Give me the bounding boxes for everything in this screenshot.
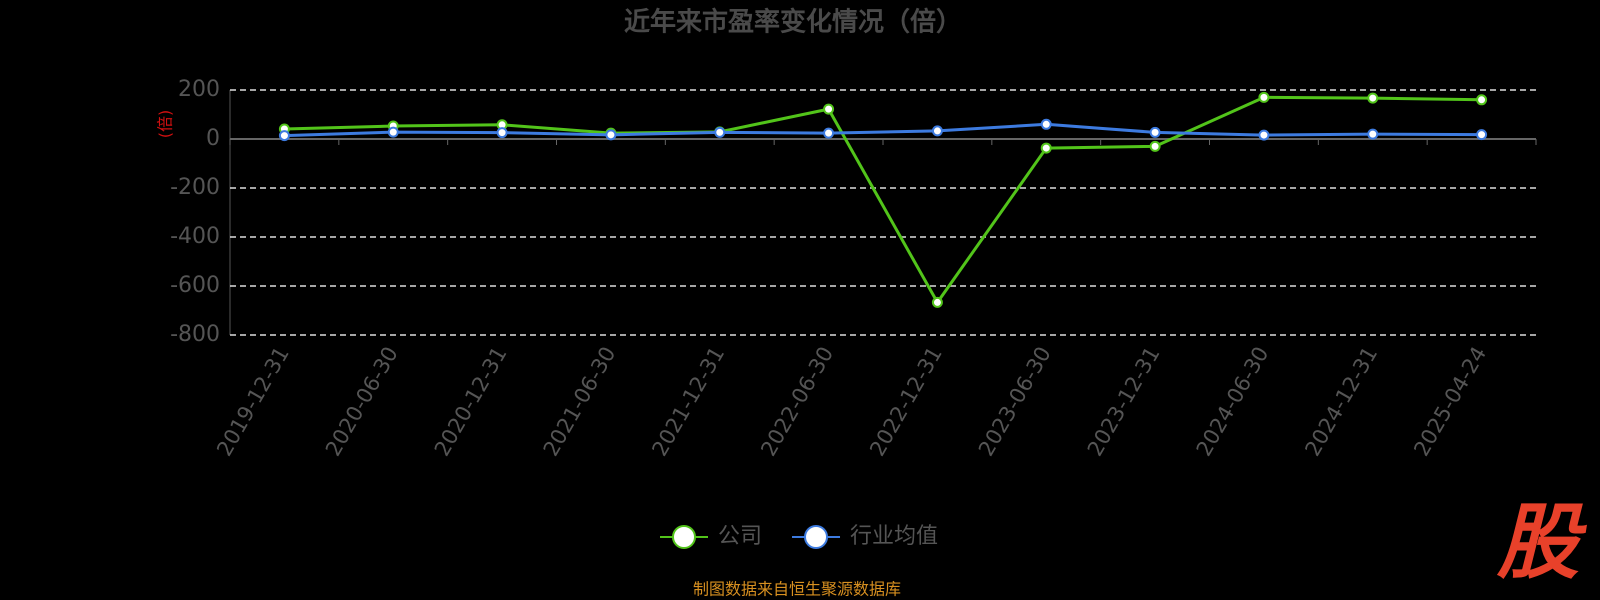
legend-marker (804, 525, 829, 549)
data-point (387, 126, 399, 138)
data-point (605, 129, 617, 141)
x-tick-label: 2025-04-24 (1409, 343, 1491, 461)
y-tick-label: 0 (206, 126, 220, 151)
logo: 股 (1496, 495, 1587, 590)
y-tick-label: -600 (170, 273, 220, 298)
y-tick-label: 200 (178, 77, 220, 102)
y-tick-label: -800 (170, 322, 220, 347)
legend-label: 行业均值 (850, 524, 938, 549)
x-tick-label: 2021-06-30 (539, 343, 621, 461)
data-point (823, 127, 835, 139)
data-point (1367, 92, 1379, 104)
data-point (931, 125, 943, 137)
data-point (278, 130, 290, 142)
x-tick-label: 2024-06-30 (1192, 343, 1274, 461)
data-point (1040, 142, 1052, 154)
y-axis-label: (倍) (156, 110, 175, 139)
x-tick-label: 2024-12-31 (1300, 343, 1382, 461)
data-point (1258, 91, 1270, 103)
x-tick-label: 2023-06-30 (974, 343, 1056, 461)
data-point (1149, 140, 1161, 152)
legend-marker (672, 525, 696, 549)
data-point (1476, 94, 1488, 106)
series-line (284, 122, 1482, 138)
source-note: 制图数据来自恒生聚源数据库 (693, 580, 901, 599)
series-line (284, 95, 1482, 306)
x-tick-label: 2022-06-30 (756, 343, 838, 461)
data-point (1040, 118, 1052, 130)
y-tick-label: -200 (170, 175, 220, 200)
data-point (823, 103, 835, 115)
x-tick-label: 2020-06-30 (321, 343, 403, 461)
x-tick-label: 2023-12-31 (1083, 343, 1165, 461)
data-point (1476, 129, 1488, 141)
data-point (1149, 126, 1161, 138)
x-tick-label: 2019-12-31 (212, 343, 294, 461)
y-tick-label: -400 (170, 224, 220, 249)
data-point (931, 296, 943, 308)
data-point (714, 126, 726, 138)
x-tick-label: 2021-12-31 (647, 343, 729, 461)
data-point (1258, 129, 1270, 141)
x-tick-label: 2022-12-31 (865, 343, 947, 461)
chart-title: 近年来市盈率变化情况（倍） (624, 7, 962, 38)
x-tick-label: 2020-12-31 (430, 343, 512, 461)
data-point (496, 127, 508, 139)
data-point (1367, 128, 1379, 140)
legend-label: 公司 (718, 524, 762, 549)
